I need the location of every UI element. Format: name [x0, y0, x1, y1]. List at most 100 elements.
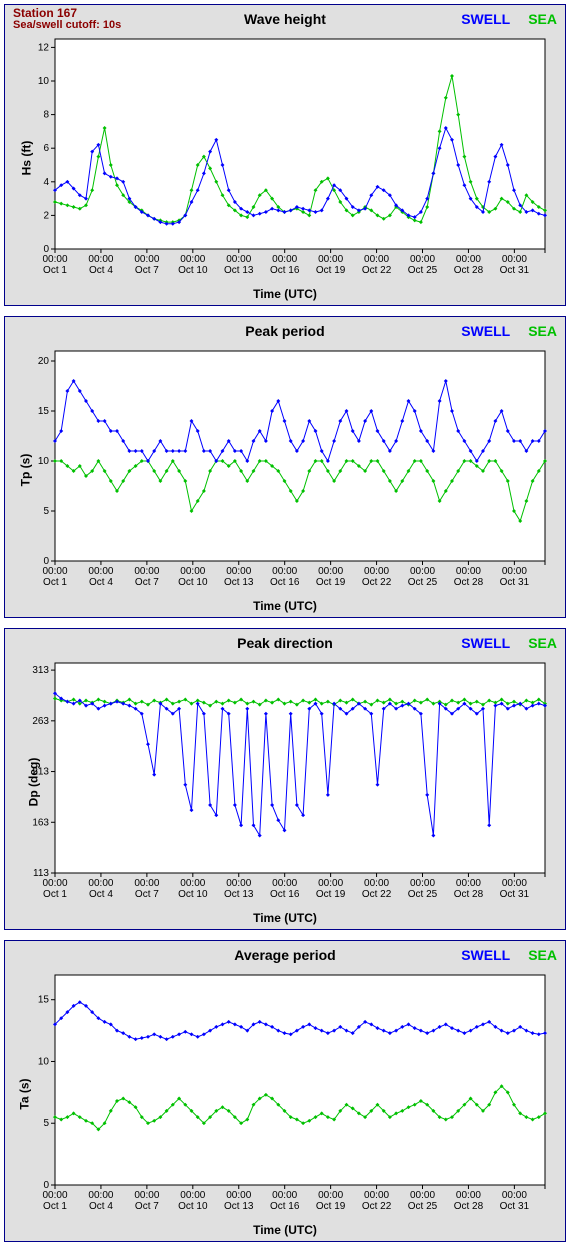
svg-text:Oct 16: Oct 16 — [270, 577, 300, 588]
svg-text:00:00: 00:00 — [134, 878, 159, 889]
x-axis-label: Time (UTC) — [5, 1223, 565, 1241]
svg-text:313: 313 — [32, 665, 49, 676]
cutoff-label: Sea/swell cutoff: 10s — [13, 20, 194, 32]
svg-text:Oct 10: Oct 10 — [178, 889, 208, 900]
svg-text:8: 8 — [43, 110, 49, 121]
svg-text:00:00: 00:00 — [42, 566, 67, 577]
svg-text:00:00: 00:00 — [410, 878, 435, 889]
svg-text:00:00: 00:00 — [502, 566, 527, 577]
svg-text:Oct 19: Oct 19 — [316, 889, 346, 900]
legend-sea: SEA — [528, 323, 557, 339]
plot-area: Ta (s)05101500:00Oct 100:00Oct 400:00Oct… — [13, 969, 557, 1219]
svg-text:00:00: 00:00 — [180, 254, 205, 265]
panel-header: Station 167Sea/swell cutoff: 10sWave hei… — [5, 5, 565, 31]
panel-peak_direction: Peak directionSWELLSEADp (deg)1131632132… — [4, 628, 566, 930]
svg-text:10: 10 — [38, 1056, 50, 1067]
panel-header: Peak directionSWELLSEA — [5, 629, 565, 655]
svg-text:Oct 28: Oct 28 — [454, 265, 484, 276]
svg-text:Oct 7: Oct 7 — [135, 265, 159, 276]
svg-text:00:00: 00:00 — [318, 566, 343, 577]
legend-swell: SWELL — [461, 947, 510, 963]
svg-text:00:00: 00:00 — [226, 1190, 251, 1201]
svg-text:00:00: 00:00 — [42, 1190, 67, 1201]
svg-text:00:00: 00:00 — [88, 566, 113, 577]
svg-text:00:00: 00:00 — [88, 1190, 113, 1201]
plot-area: Tp (s)0510152000:00Oct 100:00Oct 400:00O… — [13, 345, 557, 595]
svg-text:00:00: 00:00 — [456, 566, 481, 577]
svg-text:00:00: 00:00 — [272, 878, 297, 889]
svg-text:00:00: 00:00 — [272, 1190, 297, 1201]
svg-text:00:00: 00:00 — [318, 254, 343, 265]
panel-title: Peak direction — [194, 635, 375, 651]
chart-peak_direction: 11316321326331300:00Oct 100:00Oct 400:00… — [13, 657, 553, 907]
plot-area: Dp (deg)11316321326331300:00Oct 100:00Oc… — [13, 657, 557, 907]
svg-text:00:00: 00:00 — [180, 878, 205, 889]
svg-text:Oct 22: Oct 22 — [362, 1201, 392, 1212]
svg-text:12: 12 — [38, 42, 50, 53]
svg-text:Oct 25: Oct 25 — [408, 889, 438, 900]
svg-text:5: 5 — [43, 506, 49, 517]
svg-text:Oct 19: Oct 19 — [316, 577, 346, 588]
svg-text:00:00: 00:00 — [456, 1190, 481, 1201]
svg-text:Oct 28: Oct 28 — [454, 889, 484, 900]
svg-text:Oct 22: Oct 22 — [362, 265, 392, 276]
svg-text:Oct 4: Oct 4 — [89, 889, 113, 900]
legend-swell: SWELL — [461, 11, 510, 27]
legend-swell: SWELL — [461, 323, 510, 339]
panel-title: Wave height — [194, 11, 375, 27]
svg-text:Oct 16: Oct 16 — [270, 889, 300, 900]
x-axis-label: Time (UTC) — [5, 287, 565, 305]
svg-text:Oct 22: Oct 22 — [362, 889, 392, 900]
svg-text:Oct 28: Oct 28 — [454, 577, 484, 588]
svg-text:00:00: 00:00 — [502, 878, 527, 889]
svg-text:00:00: 00:00 — [364, 1190, 389, 1201]
chart-peak_period: 0510152000:00Oct 100:00Oct 400:00Oct 700… — [13, 345, 553, 595]
svg-text:Oct 4: Oct 4 — [89, 577, 113, 588]
svg-text:Oct 25: Oct 25 — [408, 577, 438, 588]
svg-text:00:00: 00:00 — [456, 254, 481, 265]
panel-title: Peak period — [194, 323, 375, 339]
svg-text:263: 263 — [32, 716, 49, 727]
panel-wave_height: Station 167Sea/swell cutoff: 10sWave hei… — [4, 4, 566, 306]
svg-text:00:00: 00:00 — [88, 254, 113, 265]
svg-text:00:00: 00:00 — [42, 254, 67, 265]
svg-text:00:00: 00:00 — [502, 1190, 527, 1201]
svg-text:Oct 4: Oct 4 — [89, 265, 113, 276]
y-axis-label: Ta (s) — [18, 1078, 32, 1109]
svg-text:Oct 10: Oct 10 — [178, 265, 208, 276]
station-label: Station 167 — [13, 7, 194, 20]
svg-text:Oct 1: Oct 1 — [43, 889, 67, 900]
svg-text:00:00: 00:00 — [318, 878, 343, 889]
svg-text:Oct 28: Oct 28 — [454, 1201, 484, 1212]
svg-text:00:00: 00:00 — [226, 254, 251, 265]
svg-text:Oct 1: Oct 1 — [43, 265, 67, 276]
svg-text:00:00: 00:00 — [410, 1190, 435, 1201]
svg-text:Oct 13: Oct 13 — [224, 577, 254, 588]
svg-text:Oct 7: Oct 7 — [135, 577, 159, 588]
chart-average_period: 05101500:00Oct 100:00Oct 400:00Oct 700:0… — [13, 969, 553, 1219]
svg-text:00:00: 00:00 — [42, 878, 67, 889]
x-axis-label: Time (UTC) — [5, 911, 565, 929]
svg-text:00:00: 00:00 — [364, 878, 389, 889]
svg-text:00:00: 00:00 — [272, 254, 297, 265]
svg-text:10: 10 — [38, 456, 50, 467]
svg-text:Oct 13: Oct 13 — [224, 265, 254, 276]
svg-text:Oct 13: Oct 13 — [224, 889, 254, 900]
svg-text:00:00: 00:00 — [318, 1190, 343, 1201]
svg-text:Oct 16: Oct 16 — [270, 1201, 300, 1212]
panel-title: Average period — [194, 947, 375, 963]
svg-text:00:00: 00:00 — [502, 254, 527, 265]
svg-text:Oct 7: Oct 7 — [135, 1201, 159, 1212]
svg-text:10: 10 — [38, 76, 50, 87]
svg-text:Oct 31: Oct 31 — [500, 265, 530, 276]
svg-text:00:00: 00:00 — [272, 566, 297, 577]
svg-text:00:00: 00:00 — [364, 254, 389, 265]
legend-sea: SEA — [528, 635, 557, 651]
svg-text:Oct 4: Oct 4 — [89, 1201, 113, 1212]
svg-text:00:00: 00:00 — [180, 1190, 205, 1201]
y-axis-label: Dp (deg) — [26, 758, 40, 807]
svg-text:Oct 31: Oct 31 — [500, 1201, 530, 1212]
chart-wave_height: 02468101200:00Oct 100:00Oct 400:00Oct 70… — [13, 33, 553, 283]
svg-text:Oct 19: Oct 19 — [316, 1201, 346, 1212]
svg-text:00:00: 00:00 — [226, 566, 251, 577]
